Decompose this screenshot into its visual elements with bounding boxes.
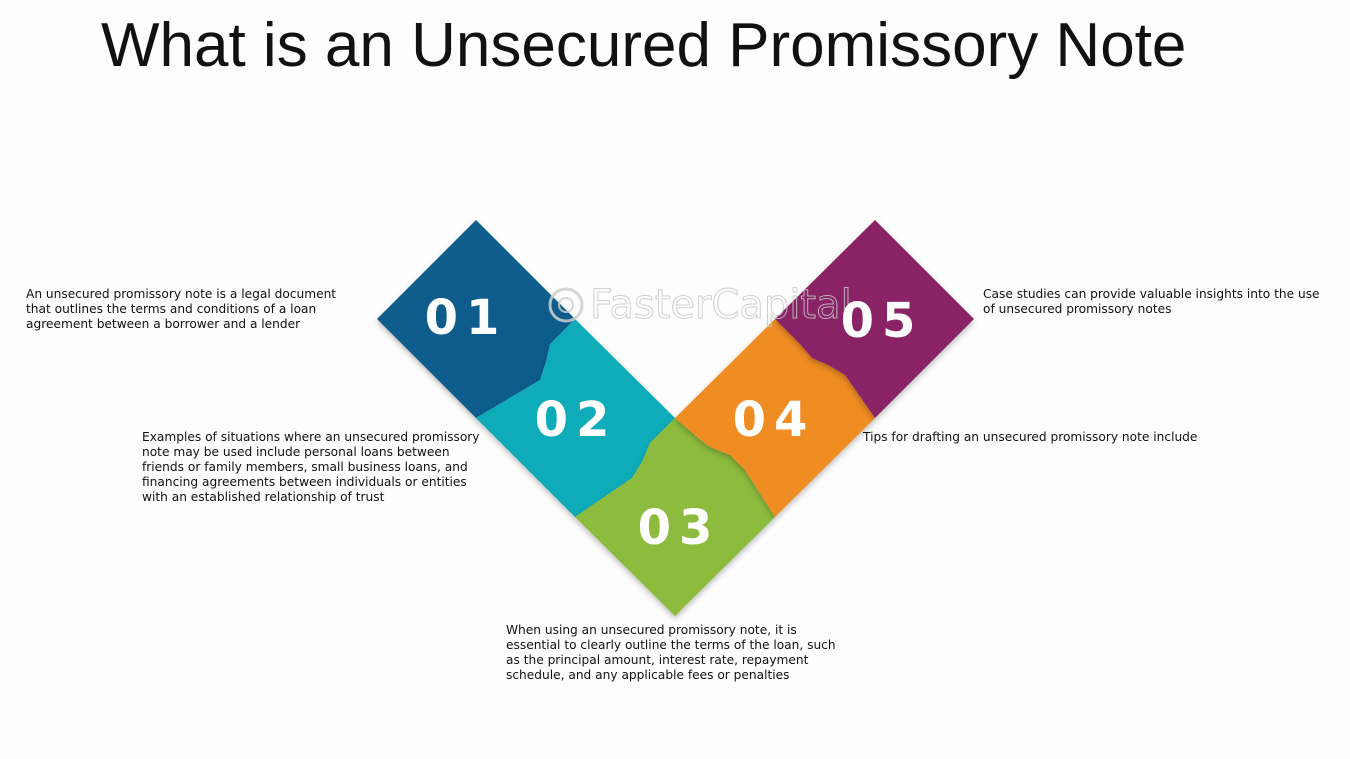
step-5-piece [775, 220, 974, 418]
watermark: FasterCapital [548, 282, 852, 329]
step-2-description: Examples of situations where an unsecure… [142, 430, 480, 504]
step-4-number: 04 [733, 392, 816, 448]
step-3-piece [575, 418, 775, 616]
step-5-number: 05 [841, 293, 924, 349]
step-2-piece [476, 319, 675, 517]
step-1-number: 01 [425, 290, 508, 346]
step-3-number: 03 [638, 500, 721, 556]
step-4-piece [675, 319, 875, 517]
watermark-text: FasterCapital [590, 282, 852, 328]
step-3-description: When using an unsecured promissory note,… [506, 623, 836, 682]
step-4-description: Tips for drafting an unsecured promissor… [863, 430, 1198, 444]
step-2-number: 02 [535, 392, 618, 448]
step-1-description: An unsecured promissory note is a legal … [26, 287, 337, 331]
watermark-gear-icon [548, 287, 584, 323]
step-1-piece [377, 220, 575, 418]
page-title: What is an Unsecured Promissory Note [101, 11, 1187, 80]
step-5-description: Case studies can provide valuable insigh… [983, 287, 1320, 316]
